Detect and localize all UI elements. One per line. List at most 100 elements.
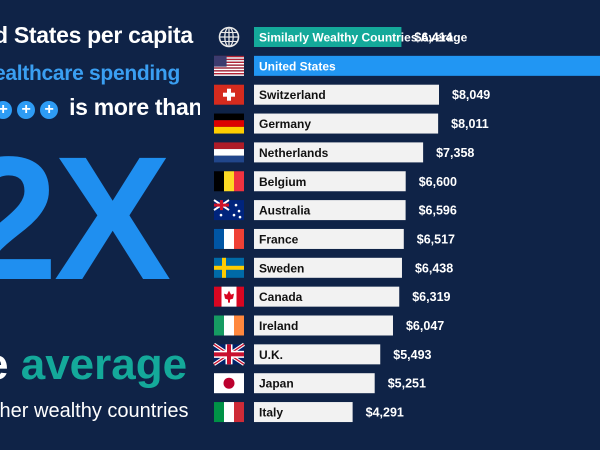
flag-united-states-icon	[214, 55, 244, 76]
flag-part	[224, 171, 234, 192]
country-bar	[254, 228, 404, 249]
country-bar	[254, 344, 381, 365]
flag-switzerland-icon	[214, 84, 244, 105]
category-label: Belgium	[259, 175, 306, 189]
flag-australia-icon	[213, 199, 244, 221]
flag-part	[214, 71, 244, 73]
bar-row: Netherlands $7,358	[214, 142, 474, 163]
headline-average-word: average	[20, 340, 188, 389]
flag-star	[219, 213, 223, 217]
medical-cross-icons: + + +	[0, 95, 63, 122]
medical-cross-icon: +	[17, 101, 35, 120]
flag-uk-icon	[213, 342, 245, 366]
value-label: $8,049	[452, 88, 490, 102]
flag-sweden-icon	[214, 257, 244, 278]
globe-icon	[218, 26, 240, 48]
bar-row: Switzerland $8,049	[214, 84, 490, 105]
headline-line-3-text: is more than	[69, 94, 200, 120]
value-label: $6,596	[419, 204, 457, 218]
category-label: United States	[259, 59, 336, 73]
bar-row: United States	[214, 55, 600, 76]
bar-row: Australia $6,596	[213, 199, 457, 221]
category-label: Similarly Wealthy Countries Average	[259, 31, 468, 45]
flag-part	[214, 120, 244, 127]
flag-part	[234, 228, 244, 249]
flag-part	[224, 402, 234, 423]
flag-part	[223, 92, 235, 97]
flag-part	[214, 74, 244, 76]
flag-part	[234, 402, 244, 423]
country-bar	[254, 402, 353, 423]
category-label: Switzerland	[259, 88, 326, 102]
flag-part	[234, 171, 244, 192]
headline-line-6: ther wealthy countries	[0, 400, 189, 422]
flag-part	[214, 402, 224, 423]
category-label: Canada	[259, 290, 303, 304]
flag-part	[224, 228, 234, 249]
flag-star	[234, 203, 238, 207]
us-bar	[254, 55, 600, 76]
flag-france-icon	[214, 228, 244, 249]
value-label: $6,319	[412, 290, 450, 304]
flag-part	[214, 315, 224, 336]
country-bar	[254, 315, 393, 336]
flag-canada-icon	[214, 286, 244, 307]
country-bar	[254, 84, 439, 105]
flag-star	[232, 213, 236, 217]
value-label: $6,438	[415, 261, 453, 275]
flag-part	[214, 203, 229, 207]
flag-part	[214, 62, 244, 65]
medical-cross-icon: +	[0, 101, 12, 120]
flag-part	[214, 171, 224, 192]
medical-cross-icon: +	[40, 101, 58, 120]
value-label: $6,414	[414, 31, 452, 45]
flag-part	[214, 64, 244, 66]
flag-part	[214, 55, 227, 67]
flag-part	[214, 68, 244, 71]
flag-part	[214, 67, 244, 69]
category-label: Netherlands	[259, 146, 329, 160]
country-bar	[254, 142, 424, 163]
flag-part	[224, 315, 234, 336]
maple-leaf	[224, 290, 234, 303]
headline-line-1: d States per capita	[0, 22, 193, 48]
country-bar	[254, 171, 406, 192]
value-label: $4,291	[366, 406, 404, 420]
flag-italy-icon	[214, 402, 244, 423]
bar-row: Similarly Wealthy Countries Average$6,41…	[218, 26, 468, 48]
flag-part	[214, 352, 244, 357]
flag-part	[214, 70, 244, 72]
value-label: $7,358	[436, 146, 474, 160]
headline-line-5: e average	[0, 340, 187, 390]
bar-row: Canada $6,319	[214, 286, 451, 307]
flag-part	[214, 60, 244, 62]
flag-part	[214, 55, 244, 58]
headline-panel: d States per capita ealthcare spending +…	[0, 0, 200, 450]
category-label: Germany	[259, 117, 311, 131]
value-label: $8,011	[451, 117, 489, 131]
flag-part	[214, 58, 244, 61]
value-label: $6,600	[419, 175, 457, 189]
category-label: France	[259, 232, 299, 246]
flag-part	[236, 286, 244, 307]
flag-part	[214, 265, 244, 270]
flag-part	[214, 72, 244, 75]
value-label: $5,493	[393, 348, 431, 362]
bar-row: U.K. $5,493	[213, 342, 432, 366]
headline-line-3: + + + is more than	[0, 94, 200, 122]
flag-star	[238, 215, 242, 219]
flag-part	[214, 113, 244, 121]
headline-line-5-prefix: e	[0, 340, 8, 389]
bar-row: Sweden $6,438	[214, 257, 453, 278]
flag-part	[214, 286, 222, 307]
bar-row: Japan $5,251	[214, 373, 426, 394]
headline-line-2: ealthcare spending	[0, 62, 180, 85]
category-label: Japan	[259, 377, 294, 391]
flag-belgium-icon	[214, 171, 244, 192]
flag-germany-icon	[214, 113, 244, 134]
value-label: $6,047	[406, 319, 444, 333]
flag-part	[214, 61, 244, 63]
headline-multiplier: 2X	[0, 121, 171, 317]
bar-row: Germany $8,011	[214, 113, 489, 134]
